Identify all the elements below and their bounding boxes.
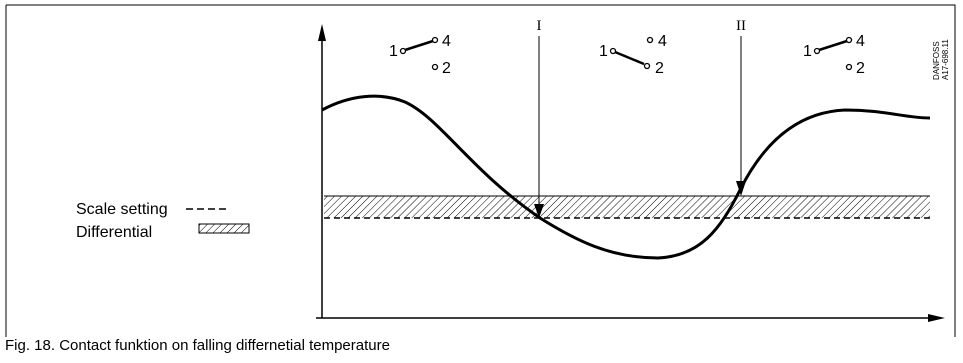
- terminal-circle: [399, 47, 407, 55]
- marker-label-ii: II: [736, 18, 746, 34]
- marker-arrow-ii: [736, 181, 746, 196]
- terminal-label-4: 4: [442, 33, 451, 50]
- terminal-label-1: 1: [389, 43, 398, 60]
- stamp-line-2: A17-698.11: [941, 39, 950, 80]
- terminal-circle: [845, 63, 853, 71]
- contact-blade: [404, 39, 434, 52]
- figure-frame: [5, 4, 956, 337]
- marker-arrow-i: [534, 204, 544, 218]
- terminal-label-2: 2: [442, 60, 451, 77]
- terminal-label-1: 1: [599, 43, 608, 60]
- terminal-circle: [646, 36, 654, 44]
- terminal-label-4: 4: [658, 33, 667, 50]
- drawing-stamp: DANFOSS A17-698.11: [932, 39, 950, 80]
- terminal-label-4: 4: [856, 33, 865, 50]
- contact-symbol-3: 1 4 2: [803, 33, 865, 77]
- terminal-circle: [813, 47, 821, 55]
- temperature-curve: [321, 94, 931, 260]
- contact-blade: [614, 50, 645, 66]
- marker-label-i: I: [537, 18, 542, 34]
- y-axis-arrow: [318, 24, 326, 41]
- terminal-circle: [431, 36, 439, 44]
- x-axis-arrow: [928, 314, 945, 322]
- contact-blade: [818, 39, 848, 52]
- contact-symbol-1: 1 4 2: [389, 33, 451, 77]
- terminal-circle: [643, 62, 651, 70]
- terminal-label-2: 2: [856, 60, 865, 77]
- terminal-label-2: 2: [655, 60, 664, 77]
- figure-caption: Fig. 18. Contact funktion on falling dif…: [5, 337, 390, 354]
- terminal-label-1: 1: [803, 43, 812, 60]
- legend-hatch-symbol: [198, 223, 250, 234]
- legend-differential-label: Differential: [76, 224, 152, 241]
- differential-band: [324, 196, 930, 218]
- legend-scale-setting-label: Scale setting: [76, 201, 168, 218]
- contact-symbol-2: 1 4 2: [599, 33, 667, 77]
- terminal-circle: [845, 36, 853, 44]
- stamp-line-1: DANFOSS: [932, 41, 941, 80]
- terminal-circle: [431, 63, 439, 71]
